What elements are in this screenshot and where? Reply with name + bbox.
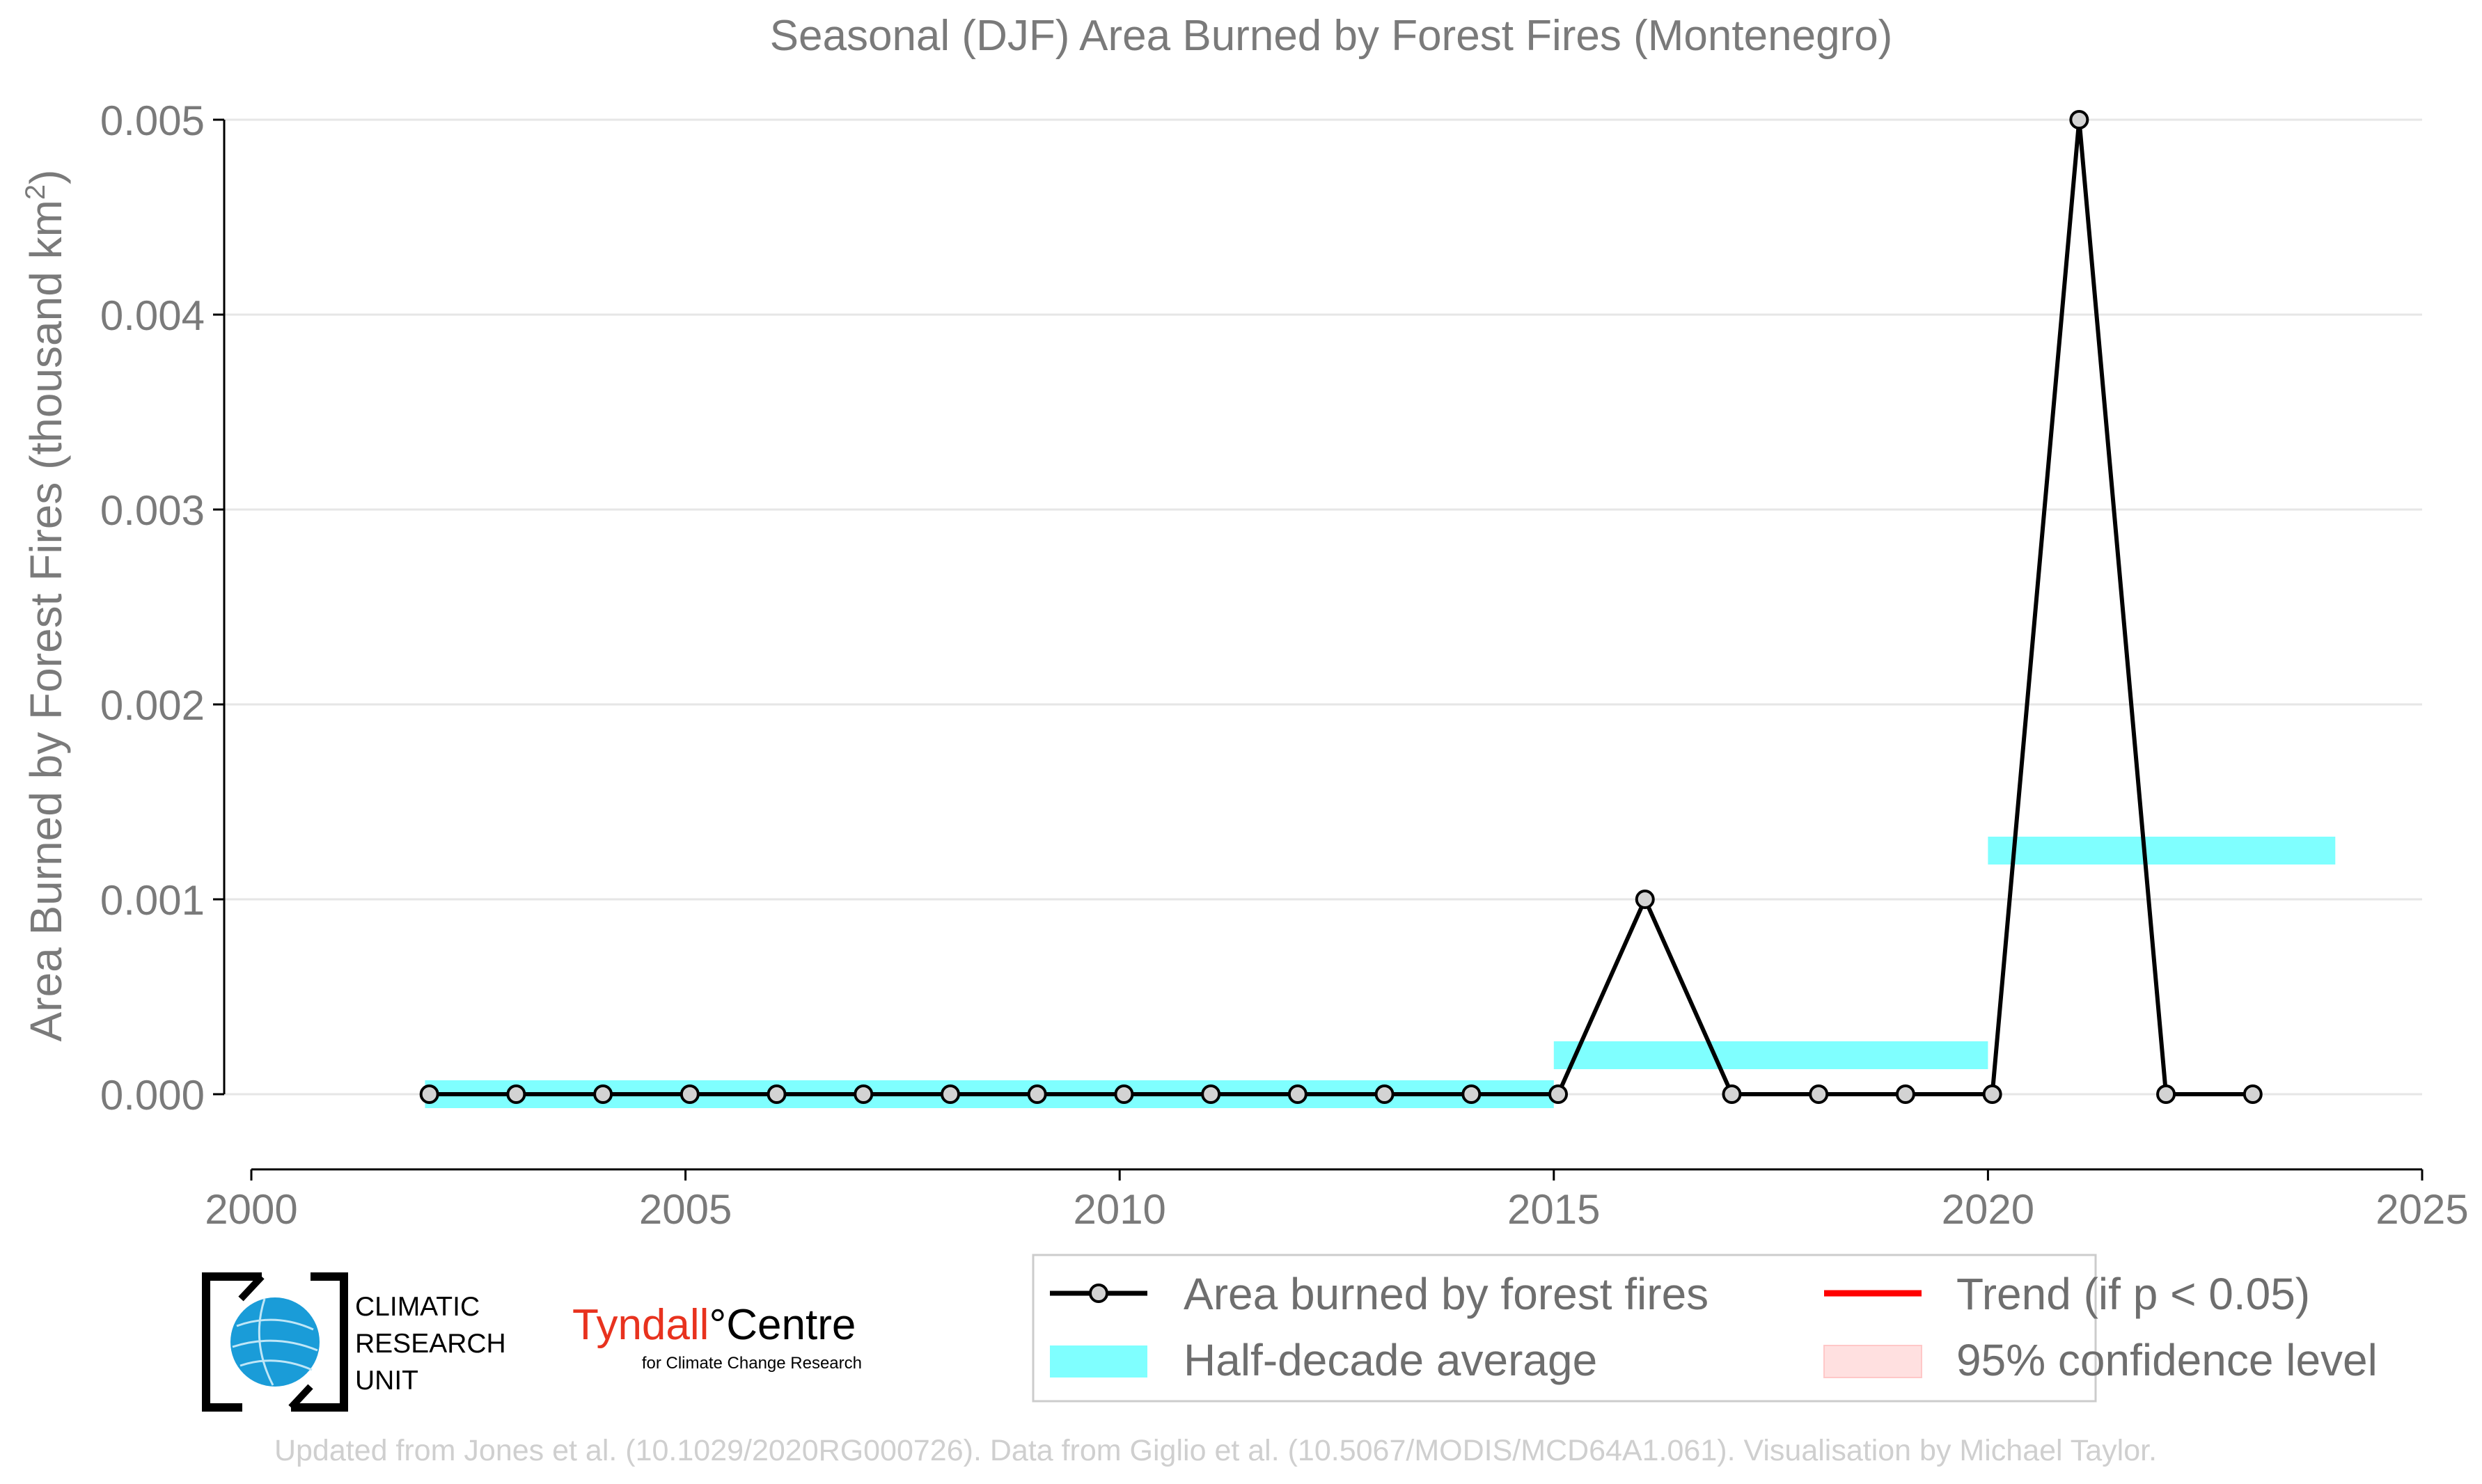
cru-logo-slashes xyxy=(238,1274,313,1410)
legend-label-half-decade: Half-decade average xyxy=(1184,1335,1597,1385)
half-decade-band-2 xyxy=(1988,837,2336,865)
data-point-2012 xyxy=(1287,1084,1307,1104)
cru-logo-text-3: UNIT xyxy=(355,1366,418,1396)
data-point-2017 xyxy=(1722,1084,1742,1104)
x-tick-label-1: 2005 xyxy=(639,1186,732,1233)
data-point-2018 xyxy=(1809,1084,1829,1104)
x-tick-label-3: 2015 xyxy=(1507,1186,1600,1233)
half-decade-bands xyxy=(425,837,2336,1108)
series-markers xyxy=(419,110,2263,1104)
x-tick-label-4: 2020 xyxy=(1942,1186,2034,1233)
data-point-2020 xyxy=(1982,1084,2002,1104)
data-point-2006 xyxy=(767,1084,787,1104)
footer-credit: Updated from Jones et al. (10.1029/2020R… xyxy=(274,1434,2157,1467)
cru-logo-text-1: CLIMATIC xyxy=(355,1292,480,1322)
y-axis-label-end: ) xyxy=(21,170,71,184)
data-point-2008 xyxy=(940,1084,960,1104)
y-axis-label: Area Burned by Forest Fires (thousand km… xyxy=(20,170,71,1042)
tyndall-logo-degree: ° xyxy=(709,1301,726,1349)
cru-logo-text-2: RESEARCH xyxy=(355,1329,506,1359)
half-decade-band-1 xyxy=(1553,1041,1988,1069)
data-point-2009 xyxy=(1027,1084,1047,1104)
tyndall-logo-main: Tyndall xyxy=(572,1301,709,1349)
data-point-2023 xyxy=(2243,1084,2263,1104)
x-tick-labels: 2000 2005 2010 2015 2020 2025 xyxy=(205,1186,2468,1233)
data-point-2004 xyxy=(593,1084,613,1104)
tyndall-logo-centre: Centre xyxy=(726,1301,856,1349)
legend-label-confidence: 95% confidence level xyxy=(1956,1335,2378,1385)
data-point-2019 xyxy=(1895,1084,1915,1104)
chart-title: Seasonal (DJF) Area Burned by Forest Fir… xyxy=(770,12,1893,60)
y-tick-label-0: 0.000 xyxy=(100,1072,205,1119)
data-point-2003 xyxy=(506,1084,526,1104)
legend: Area burned by forest fires Trend (if p … xyxy=(1032,1254,2378,1403)
tyndall-logo: Tyndall°Centre for Climate Change Resear… xyxy=(572,1301,862,1373)
grid-lines xyxy=(224,118,2422,1096)
data-point-2007 xyxy=(854,1084,874,1104)
data-point-2011 xyxy=(1201,1084,1221,1104)
y-tick-label-4: 0.004 xyxy=(100,292,205,339)
x-tick-label-5: 2025 xyxy=(2375,1186,2468,1233)
x-tick-label-2: 2010 xyxy=(1073,1186,1165,1233)
data-point-2016 xyxy=(1635,890,1655,909)
tyndall-logo-subtitle: for Climate Change Research xyxy=(642,1354,862,1373)
globe-icon xyxy=(230,1297,320,1387)
data-point-2015 xyxy=(1548,1084,1569,1104)
cru-logo: CLIMATIC RESEARCH UNIT xyxy=(202,1272,506,1412)
y-axis-label-superscript: 2 xyxy=(20,184,51,200)
axes xyxy=(213,118,2424,1181)
data-point-2021 xyxy=(2069,110,2089,129)
legend-swatch-half-decade xyxy=(1050,1345,1147,1378)
data-point-2010 xyxy=(1114,1084,1134,1104)
legend-swatch-area-burned xyxy=(1050,1284,1147,1303)
x-tick-label-0: 2000 xyxy=(205,1186,297,1233)
data-point-2005 xyxy=(680,1084,700,1104)
y-tick-label-3: 0.003 xyxy=(100,487,205,534)
data-point-2022 xyxy=(2156,1084,2176,1104)
y-axis-label-main: Area Burned by Forest Fires (thousand km xyxy=(21,200,71,1041)
y-tick-label-2: 0.002 xyxy=(100,682,205,729)
data-point-2002 xyxy=(419,1084,439,1104)
legend-label-area-burned: Area burned by forest fires xyxy=(1184,1269,1709,1319)
y-tick-labels: 0.000 0.001 0.002 0.003 0.004 0.005 xyxy=(100,97,205,1119)
tyndall-logo-text: Tyndall°Centre xyxy=(572,1301,856,1349)
legend-swatch-confidence xyxy=(1823,1345,1922,1378)
y-tick-label-5: 0.005 xyxy=(100,97,205,144)
data-point-2014 xyxy=(1461,1084,1482,1104)
globe-icon-lines xyxy=(232,1298,318,1386)
y-tick-label-1: 0.001 xyxy=(100,877,205,924)
cru-logo-frame xyxy=(202,1272,348,1412)
legend-label-trend: Trend (if p < 0.05) xyxy=(1956,1269,2310,1319)
series-line-area-burned xyxy=(429,119,2253,1096)
data-point-2013 xyxy=(1374,1084,1395,1104)
